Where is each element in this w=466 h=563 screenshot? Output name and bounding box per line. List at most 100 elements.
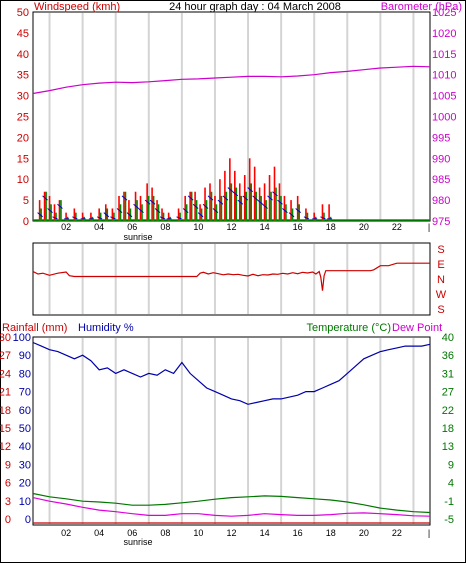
- temperature-tick-label: 40: [442, 332, 454, 344]
- x-tick-label: 06: [127, 222, 137, 232]
- humidity-tick-label: 50: [19, 423, 31, 435]
- wind-trace-mark: [72, 216, 78, 220]
- wind-trace-mark: [182, 208, 189, 214]
- windspeed-tick-label: 30: [17, 91, 29, 103]
- windspeed-tick-label: 20: [17, 132, 29, 144]
- wind-trace-mark: [47, 208, 53, 214]
- windspeed-tick-label: 25: [17, 112, 29, 124]
- barometer-tick-label: 985: [432, 174, 450, 186]
- wind-trace-mark: [320, 216, 326, 220]
- wind-trace-mark: [202, 203, 209, 209]
- wind-trace-mark: [187, 195, 194, 201]
- direction-grid: [48, 244, 415, 314]
- humidity-tick-label: 0: [25, 514, 31, 526]
- barometer-tick-label: 1005: [432, 91, 456, 103]
- windspeed-tick-label: 5: [23, 195, 29, 207]
- x-end-tick: |: [428, 528, 430, 538]
- x-tick-label: 04: [94, 222, 104, 232]
- wind-grid: [48, 13, 415, 220]
- humidity-axis-title: Humidity %: [78, 322, 134, 334]
- windspeed-tick-label: 35: [17, 70, 29, 82]
- x-tick-label: 12: [226, 222, 236, 232]
- x-tick-label: 14: [260, 222, 270, 232]
- humidity-line: [32, 341, 431, 405]
- temperature-line: [32, 492, 431, 514]
- windspeed-tick-label: 40: [17, 49, 29, 61]
- x-tick-label: 06: [127, 528, 137, 538]
- temperature-tick-label: 13: [442, 441, 454, 453]
- humidity-x-tick-labels: 02 04 06 08 10 12 14 16 18 20 22 |: [61, 528, 430, 538]
- windspeed-tick-label: 10: [17, 174, 29, 186]
- x-tick-label: 16: [293, 528, 303, 538]
- dewpoint-line: [32, 497, 431, 517]
- wind-trace-mark: [159, 216, 166, 220]
- humidity-tick-label: 90: [19, 350, 31, 362]
- wind-trace-mark: [288, 212, 295, 218]
- barometer-tick-label: 980: [432, 195, 450, 207]
- rainfall-axis-title: Rainfall (mm): [2, 322, 67, 334]
- humidity-temperature-panel: Rainfall (mm) Humidity % Temperature (°C…: [0, 322, 454, 547]
- wind-trace-mark: [42, 195, 48, 201]
- wind-trace-mark: [212, 208, 219, 214]
- temperature-tick-label: 36: [442, 350, 454, 362]
- wind-trace-mark: [227, 187, 234, 193]
- barometer-tick-label: 1010: [432, 70, 456, 82]
- x-tick-label: 20: [359, 528, 369, 538]
- wind-barometer-panel: Windspeed (kmh) 24 hour graph day : 04 M…: [17, 1, 462, 242]
- wind-trace-mark: [37, 212, 43, 218]
- wind-trace-mark: [222, 195, 229, 201]
- wind-trace-mark: [257, 199, 263, 205]
- wind-trace-mark: [126, 212, 133, 218]
- x-tick-label: 04: [94, 528, 104, 538]
- windspeed-tick-label: 0: [23, 216, 29, 228]
- wind-trace-mark: [144, 199, 151, 205]
- x-tick-label: 22: [392, 528, 402, 538]
- x-tick-label: 18: [326, 222, 336, 232]
- rain-tick-label: 9: [5, 459, 11, 471]
- humidity-tick-label: 60: [19, 405, 31, 417]
- wind-trace-mark: [110, 216, 116, 220]
- humidity-plot-area: [32, 336, 431, 526]
- rain-tick-label: 15: [0, 423, 11, 435]
- barometer-tick-label: 990: [432, 153, 450, 165]
- temperature-tick-label: 4: [448, 478, 454, 490]
- wind-trace-mark: [121, 195, 128, 201]
- wind-trace-mark: [303, 216, 310, 220]
- barometer-tick-label: 1020: [432, 28, 456, 40]
- barometer-tick-label: 1000: [432, 112, 456, 124]
- wind-trace-mark: [176, 216, 182, 220]
- direction-tick-label: S: [437, 304, 444, 316]
- rain-tick-label: 30: [0, 332, 11, 344]
- x-tick-label: 18: [326, 528, 336, 538]
- windspeed-tick-label: 15: [17, 153, 29, 165]
- wind-trace-mark: [207, 195, 214, 201]
- wind-bars: [33, 158, 430, 221]
- x-tick-label: 20: [359, 222, 369, 232]
- direction-plot-area: [32, 242, 431, 316]
- barometer-tick-label: 1025: [432, 7, 456, 19]
- temperature-tick-label: 18: [442, 423, 454, 435]
- humidity-tick-label: 10: [19, 496, 31, 508]
- x-tick-label: 16: [293, 222, 303, 232]
- temperature-tick-label: 31: [442, 368, 454, 380]
- x-tick-label: 14: [260, 528, 270, 538]
- temperature-tick-label: 27: [442, 387, 454, 399]
- wind-trace-mark: [272, 191, 278, 197]
- chart-title: 24 hour graph day : 04 March 2008: [169, 1, 341, 13]
- dewpoint-axis-title: Dew Point: [392, 322, 442, 334]
- wind-trace-mark: [217, 199, 224, 205]
- wind-trace-mark: [242, 195, 249, 201]
- x-tick-label: 10: [193, 222, 203, 232]
- temperature-axis-title: Temperature (°C): [307, 322, 391, 334]
- humidity-tick-label: 30: [19, 459, 31, 471]
- windspeed-tick-label: 50: [17, 7, 29, 19]
- direction-tick-label: N: [437, 274, 445, 286]
- wind-trace-mark: [138, 208, 144, 214]
- barometer-tick-label: 975: [432, 216, 450, 228]
- x-tick-label: 22: [392, 222, 402, 232]
- humidity-grid: [48, 338, 415, 524]
- wind-trace-mark: [277, 199, 283, 205]
- barometer-tick-labels: 975 980 985 990 995 1000 1005 1010 1015 1020 1025: [432, 7, 456, 228]
